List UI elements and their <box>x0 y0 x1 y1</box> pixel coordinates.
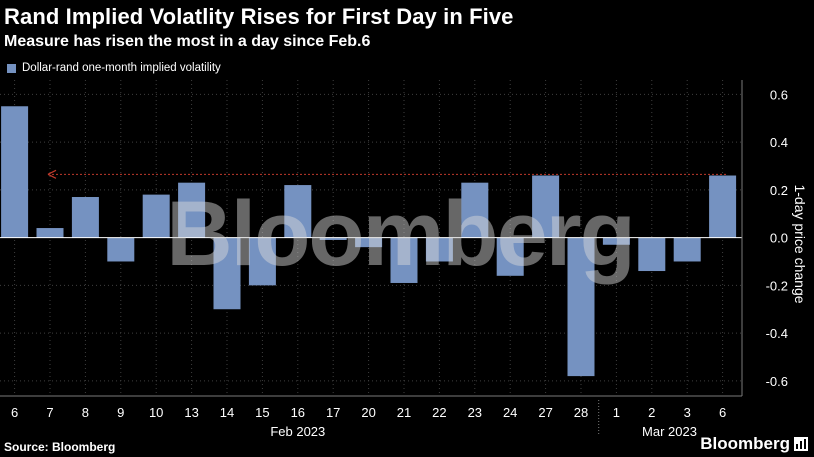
bloomberg-logo-text: Bloomberg <box>700 434 790 453</box>
bar <box>36 228 64 238</box>
x-tick-label: 22 <box>432 405 446 420</box>
bar <box>355 237 383 248</box>
x-tick-label: 14 <box>220 405 234 420</box>
bar <box>319 237 347 240</box>
x-tick-label: 28 <box>574 405 588 420</box>
bar <box>107 237 135 262</box>
bar-chart-icon <box>794 437 808 451</box>
x-tick-label: 6 <box>11 405 18 420</box>
x-tick-label: 17 <box>326 405 340 420</box>
x-tick-label: 23 <box>468 405 482 420</box>
y-tick-label: 0.4 <box>770 135 788 150</box>
y-tick-label: -0.4 <box>766 326 788 341</box>
y-tick-label: -0.6 <box>766 374 788 389</box>
bar <box>248 237 276 286</box>
bar <box>602 237 630 245</box>
y-tick-label: 0.6 <box>770 87 788 102</box>
x-tick-label: 15 <box>255 405 269 420</box>
bloomberg-logo: Bloomberg <box>700 434 808 454</box>
bar <box>284 185 312 238</box>
x-tick-label: 16 <box>291 405 305 420</box>
x-tick-label: 1 <box>613 405 620 420</box>
x-tick-label: 21 <box>397 405 411 420</box>
x-tick-label: 3 <box>684 405 691 420</box>
bar <box>496 237 524 276</box>
legend: Dollar-rand one-month implied volatility <box>7 62 221 74</box>
bloomberg-watermark: Bloomberg <box>166 183 634 285</box>
y-tick-label: -0.2 <box>766 278 788 293</box>
month-label: Mar 2023 <box>642 424 697 439</box>
x-tick-label: 9 <box>117 405 124 420</box>
x-tick-label: 24 <box>503 405 517 420</box>
x-tick-label: 6 <box>719 405 726 420</box>
bar <box>213 237 241 310</box>
bar <box>567 237 595 377</box>
bar <box>425 237 453 262</box>
y-axis-label: 1-day price change <box>792 184 808 304</box>
x-tick-label: 8 <box>82 405 89 420</box>
source-note: Source: Bloomberg <box>4 440 116 454</box>
x-tick-label: 7 <box>46 405 53 420</box>
month-label: Feb 2023 <box>270 424 325 439</box>
chart-title: Rand Implied Volatlity Rises for First D… <box>4 4 514 29</box>
bar <box>390 237 418 283</box>
bar <box>142 194 170 238</box>
x-tick-label: 27 <box>538 405 552 420</box>
x-tick-label: 10 <box>149 405 163 420</box>
x-tick-label: 2 <box>648 405 655 420</box>
legend-label: Dollar-rand one-month implied volatility <box>22 62 221 74</box>
bar <box>673 237 701 262</box>
bar <box>71 197 99 238</box>
y-tick-label: 0.0 <box>770 231 788 246</box>
bar <box>709 175 737 238</box>
bar <box>1 106 29 238</box>
x-tick-label: 20 <box>361 405 375 420</box>
y-tick-label: 0.2 <box>770 183 788 198</box>
reference-arrow-icon <box>47 169 57 179</box>
bar <box>178 182 206 238</box>
bar <box>461 182 489 238</box>
bar <box>638 237 666 272</box>
bar <box>532 175 560 238</box>
legend-swatch <box>7 63 16 73</box>
x-tick-label: 13 <box>184 405 198 420</box>
chart-subtitle: Measure has risen the most in a day sinc… <box>4 33 371 50</box>
